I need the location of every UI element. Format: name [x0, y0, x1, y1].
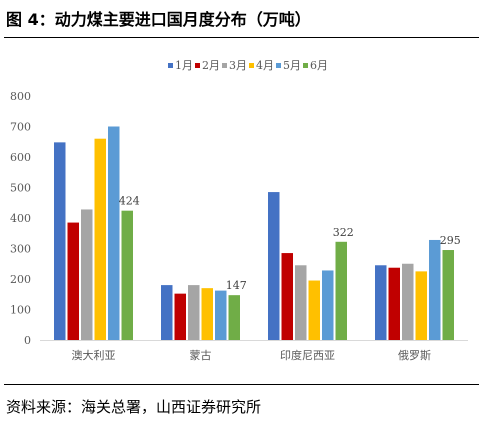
bar	[442, 250, 454, 340]
y-tick-label: 300	[10, 243, 31, 256]
bar	[375, 265, 387, 340]
legend-label: 4月	[256, 59, 274, 72]
category-label: 俄罗斯	[398, 349, 431, 362]
bar	[54, 142, 66, 340]
bar	[429, 239, 441, 340]
data-label: 322	[333, 226, 354, 239]
bottom-rule	[4, 384, 479, 385]
legend-swatch	[249, 63, 254, 68]
bar	[415, 271, 427, 340]
category-label: 澳大利亚	[72, 348, 116, 362]
y-tick-label: 0	[24, 334, 31, 347]
bar	[161, 285, 173, 340]
legend-label: 1月	[175, 59, 193, 72]
y-tick-label: 100	[10, 304, 31, 317]
y-tick-label: 200	[10, 273, 31, 286]
legend-label: 5月	[283, 59, 301, 72]
bar	[268, 192, 280, 340]
bar	[188, 285, 200, 340]
data-label: 147	[226, 279, 247, 292]
bar	[201, 288, 213, 340]
bar	[281, 253, 293, 340]
bar	[308, 280, 320, 340]
y-tick-label: 500	[10, 182, 31, 195]
bar	[295, 265, 307, 340]
category-label: 印度尼西亚	[280, 348, 335, 362]
legend-swatch	[276, 63, 281, 68]
y-tick-label: 800	[10, 90, 31, 103]
y-tick-label: 400	[10, 212, 31, 225]
bar	[402, 263, 414, 340]
legend-swatch	[303, 63, 308, 68]
legend-label: 2月	[202, 59, 220, 72]
legend-swatch	[168, 63, 173, 68]
bar	[81, 209, 93, 340]
bar	[215, 290, 227, 340]
bar	[228, 295, 240, 340]
category-label: 蒙古	[190, 349, 212, 362]
source-note: 资料来源：海关总署，山西证券研究所	[6, 398, 262, 416]
bar	[67, 222, 79, 340]
bar	[108, 126, 120, 340]
bar	[121, 210, 133, 340]
bar	[335, 241, 347, 340]
legend-label: 3月	[229, 59, 247, 72]
top-rule	[4, 37, 479, 38]
data-label: 295	[440, 234, 461, 247]
data-label: 424	[119, 195, 140, 208]
figure-title: 图 4：动力煤主要进口国月度分布（万吨）	[6, 10, 311, 29]
bar	[174, 293, 186, 340]
legend-label: 6月	[310, 59, 328, 72]
y-tick-label: 600	[10, 151, 31, 164]
bar	[388, 267, 400, 340]
bar	[322, 270, 334, 340]
bar	[94, 138, 106, 340]
legend-swatch	[222, 63, 227, 68]
y-tick-label: 700	[10, 121, 31, 134]
legend-swatch	[195, 63, 200, 68]
